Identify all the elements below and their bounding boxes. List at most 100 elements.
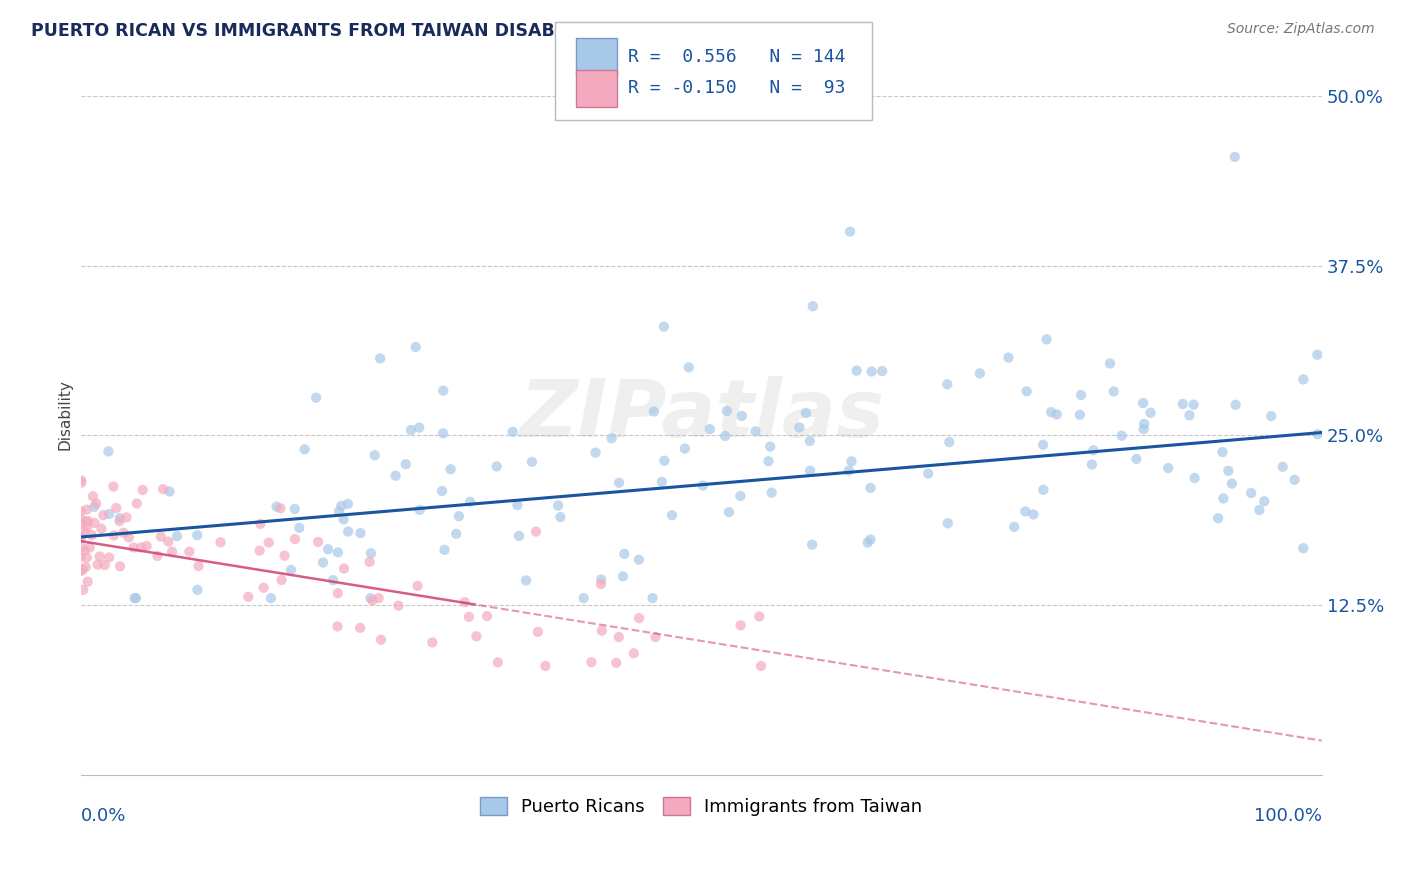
Point — [1040, 405, 1063, 419]
Point — [72, 582, 94, 597]
Point — [643, 404, 665, 418]
Point — [1212, 491, 1234, 506]
Point — [77, 514, 100, 528]
Point — [1171, 397, 1194, 411]
Point — [361, 593, 384, 607]
Text: Source: ZipAtlas.com: Source: ZipAtlas.com — [1227, 22, 1375, 37]
Point — [613, 547, 636, 561]
Point — [186, 528, 208, 542]
Point — [801, 538, 824, 552]
Point — [112, 525, 135, 540]
Point — [761, 485, 783, 500]
Point — [936, 516, 959, 531]
Point — [430, 483, 453, 498]
Point — [98, 507, 121, 521]
Point — [627, 552, 650, 566]
Point — [90, 522, 112, 536]
Point — [83, 500, 105, 514]
Point — [550, 510, 572, 524]
Point — [124, 591, 146, 606]
Point — [266, 500, 288, 514]
Point — [284, 532, 307, 546]
Point — [69, 550, 91, 565]
Point — [83, 516, 105, 530]
Point — [1178, 409, 1201, 423]
Point — [794, 406, 817, 420]
Point — [125, 591, 148, 606]
Point — [589, 577, 612, 591]
Point — [316, 542, 339, 557]
Point — [730, 618, 752, 632]
Point — [70, 529, 93, 543]
Point — [1260, 409, 1282, 423]
Point — [108, 514, 131, 528]
Point — [485, 459, 508, 474]
Point — [159, 484, 181, 499]
Point — [118, 530, 141, 544]
Point — [465, 629, 488, 643]
Point — [1284, 473, 1306, 487]
Point — [179, 544, 201, 558]
Point — [936, 377, 959, 392]
Point — [605, 656, 627, 670]
Point — [1022, 508, 1045, 522]
Point — [433, 542, 456, 557]
Point — [1223, 150, 1246, 164]
Point — [1015, 384, 1038, 399]
Point — [359, 555, 381, 569]
Point — [1292, 541, 1315, 556]
Legend: Puerto Ricans, Immigrants from Taiwan: Puerto Ricans, Immigrants from Taiwan — [472, 789, 929, 823]
Point — [859, 481, 882, 495]
Point — [1098, 356, 1121, 370]
Point — [103, 528, 125, 542]
Point — [1206, 511, 1229, 525]
Point — [799, 434, 821, 448]
Text: 100.0%: 100.0% — [1254, 807, 1322, 825]
Point — [408, 420, 430, 434]
Point — [69, 564, 91, 578]
Point — [651, 475, 673, 489]
Point — [839, 225, 862, 239]
Point — [257, 535, 280, 549]
Point — [1225, 398, 1247, 412]
Point — [69, 532, 91, 546]
Point — [89, 549, 111, 564]
Point — [612, 569, 634, 583]
Point — [591, 573, 613, 587]
Point — [387, 599, 409, 613]
Point — [997, 351, 1019, 365]
Text: R =  0.556   N = 144: R = 0.556 N = 144 — [628, 48, 846, 66]
Point — [678, 360, 700, 375]
Point — [446, 526, 468, 541]
Point — [86, 558, 108, 572]
Point — [238, 590, 260, 604]
Point — [69, 504, 91, 518]
Point — [359, 591, 381, 606]
Point — [360, 546, 382, 560]
Point — [623, 646, 645, 660]
Point — [115, 510, 138, 524]
Point — [405, 340, 427, 354]
Point — [475, 609, 498, 624]
Text: ZIPatlas: ZIPatlas — [519, 376, 883, 454]
Point — [146, 549, 169, 563]
Point — [591, 624, 613, 638]
Point — [288, 521, 311, 535]
Point — [1081, 458, 1104, 472]
Point — [260, 591, 283, 606]
Point — [748, 609, 770, 624]
Point — [93, 558, 115, 572]
Point — [969, 367, 991, 381]
Point — [336, 497, 359, 511]
Point — [1139, 406, 1161, 420]
Point — [654, 453, 676, 467]
Point — [70, 541, 93, 555]
Point — [644, 630, 666, 644]
Point — [76, 502, 98, 516]
Point — [506, 498, 529, 512]
Point — [75, 515, 97, 529]
Point — [399, 423, 422, 437]
Point — [1014, 504, 1036, 518]
Point — [801, 299, 824, 313]
Point — [97, 444, 120, 458]
